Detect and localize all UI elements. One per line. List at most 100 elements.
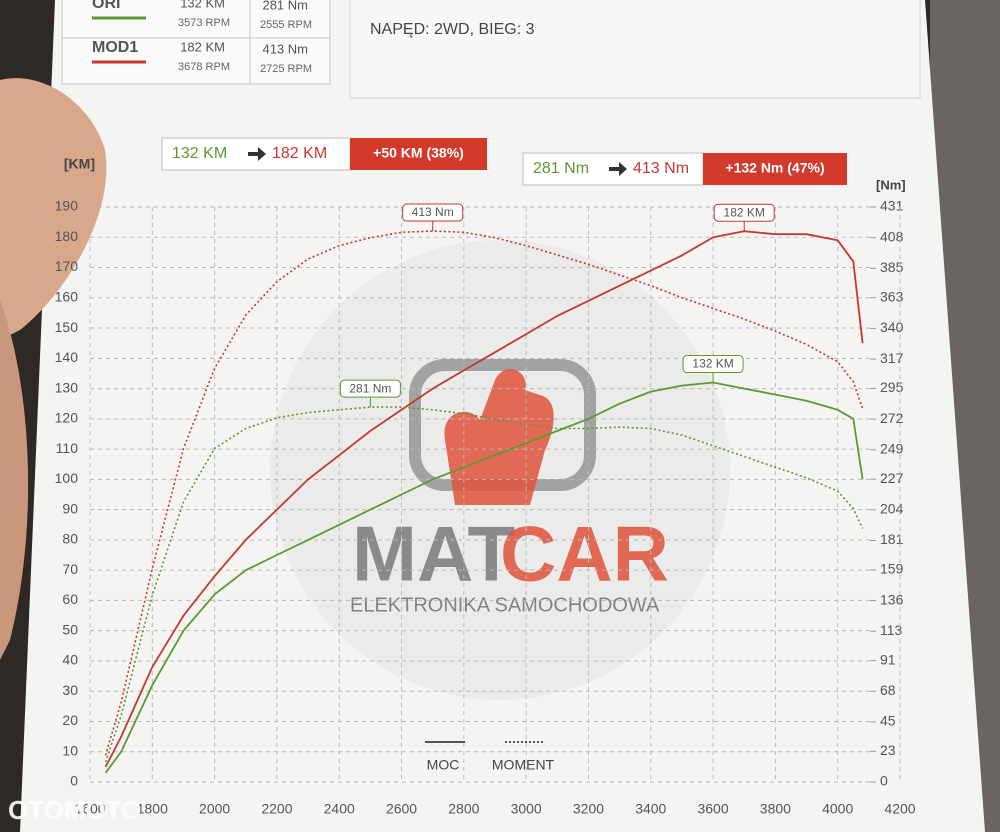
peak-label: 281 Nm <box>349 381 391 395</box>
y2-tick-label: 363 <box>880 288 904 304</box>
hand-shadow <box>0 300 29 660</box>
torque-line <box>104 230 864 756</box>
row-power: 132 KM <box>180 0 225 10</box>
summary-gain: +132 Nm (47%) <box>725 160 824 176</box>
y2-tick-label: 136 <box>880 591 904 607</box>
summary-box <box>522 152 704 186</box>
x-tick-label: 1800 <box>137 801 168 817</box>
watermark-tagline: ELEKTRONIKA SAMOCHODOWA <box>350 594 660 616</box>
chart: [KM] [Nm] 0 10 20 30 40 50 60 70 80 90 100 110 120 130 1… <box>55 156 916 817</box>
y-tick-label: 70 <box>62 561 78 577</box>
summary-to: 413 Nm <box>633 160 689 177</box>
x-tick-label: 3800 <box>760 801 791 817</box>
peak-label-box <box>402 203 464 222</box>
summary-gain-box <box>703 153 847 185</box>
y2-tick-label: 317 <box>880 350 904 366</box>
y-tick-label: 170 <box>55 258 79 274</box>
results-table <box>61 0 331 85</box>
y-axis-label: [KM] <box>64 156 95 172</box>
power-line <box>104 230 864 768</box>
y-tick-label: 140 <box>55 349 79 365</box>
x-tick-label: 3600 <box>697 801 728 817</box>
y2-tick-label: 408 <box>880 228 904 244</box>
y-tick-label: 50 <box>62 621 78 637</box>
peak-label: 413 Nm <box>412 205 454 219</box>
y2-tick-label: 227 <box>880 470 904 486</box>
x-tick-label: 3000 <box>511 801 542 817</box>
site-watermark: OTOMOTO <box>8 795 141 825</box>
y2-tick-label: 159 <box>880 561 904 577</box>
summary-arrow <box>248 147 266 161</box>
power-line <box>104 381 864 774</box>
y2-tick-label: 272 <box>880 410 904 426</box>
info-box <box>349 0 921 99</box>
x-tick-label: 4200 <box>884 801 915 817</box>
summary-gain: +50 KM (38%) <box>373 145 464 161</box>
x-tick-label: 1600 <box>74 801 105 817</box>
peak-label: 132 KM <box>692 357 733 371</box>
y2-tick-label: 204 <box>880 501 904 517</box>
row-label: ORI <box>92 0 120 12</box>
peak-label-box <box>713 203 775 222</box>
y2-tick-label: 295 <box>880 379 904 395</box>
row-torque: 281 Nm <box>262 0 308 12</box>
y-tick-label: 80 <box>62 531 78 547</box>
peak-label-box <box>339 379 401 398</box>
y2-tick-label: 113 <box>880 622 903 638</box>
y-tick-label: 130 <box>55 379 79 395</box>
summary-to: 182 KM <box>272 145 327 162</box>
watermark-brand: MAT <box>352 510 515 598</box>
y-tick-label: 40 <box>62 652 78 668</box>
y-tick-label: 20 <box>62 712 78 728</box>
hand <box>0 78 107 340</box>
y-tick-label: 30 <box>62 682 78 698</box>
y-tick-label: 160 <box>55 288 79 304</box>
row-torque: 413 Nm <box>262 41 308 56</box>
y2-tick-label: 0 <box>880 773 888 789</box>
row-label: MOD1 <box>92 39 138 56</box>
watermark-brand: CAR <box>500 510 669 598</box>
y2-tick-label: 340 <box>880 319 904 335</box>
y-tick-label: 60 <box>62 591 78 607</box>
x-tick-label: 2800 <box>448 801 479 817</box>
peak-label-box <box>682 355 744 374</box>
summary-arrow <box>609 162 627 176</box>
results: ORI 132 KM 3573 RPM 281 Nm 2555 RPM MOD1 182 K… <box>92 0 312 75</box>
legend-label: MOC <box>427 757 460 773</box>
x-tick-label: 2400 <box>324 801 355 817</box>
summary-gain-box <box>350 138 487 170</box>
y-tick-label: 190 <box>55 198 79 214</box>
y-tick-label: 0 <box>70 773 78 789</box>
x-tick-label: 4000 <box>822 801 853 817</box>
y-tick-label: 10 <box>62 742 78 758</box>
y2-axis-label: [Nm] <box>876 177 906 192</box>
y2-tick-label: 68 <box>880 682 896 698</box>
y-tick-label: 90 <box>62 500 78 516</box>
summary-from: 281 Nm <box>533 160 589 177</box>
y-tick-label: 100 <box>55 470 79 486</box>
y2-tick-label: 249 <box>880 441 904 457</box>
x-tick-label: 2000 <box>199 801 230 817</box>
y2-tick-label: 385 <box>880 259 904 275</box>
y2-tick-label: 181 <box>880 531 904 547</box>
row-power-rpm: 3573 RPM <box>178 17 230 29</box>
y-tick-label: 110 <box>56 440 79 456</box>
y2-tick-label: 23 <box>880 742 896 758</box>
row-torque-rpm: 2555 RPM <box>260 19 312 31</box>
summary-from: 132 KM <box>172 145 227 162</box>
y-tick-label: 150 <box>55 319 79 335</box>
y2-tick-label: 91 <box>880 651 896 667</box>
y-tick-label: 180 <box>55 228 79 244</box>
row-power: 182 KM <box>180 39 225 54</box>
y-tick-label: 120 <box>55 410 79 426</box>
x-tick-label: 3200 <box>573 801 604 817</box>
peak-label: 182 KM <box>724 205 765 219</box>
legend-label: MOMENT <box>492 757 555 773</box>
x-tick-label: 2600 <box>386 801 417 817</box>
y2-tick-label: 431 <box>880 198 904 214</box>
x-tick-label: 2200 <box>261 801 292 817</box>
row-power-rpm: 3678 RPM <box>178 61 230 73</box>
x-tick-label: 3400 <box>635 801 666 817</box>
info-text: NAPĘD: 2WD, BIEG: 3 <box>370 21 535 38</box>
